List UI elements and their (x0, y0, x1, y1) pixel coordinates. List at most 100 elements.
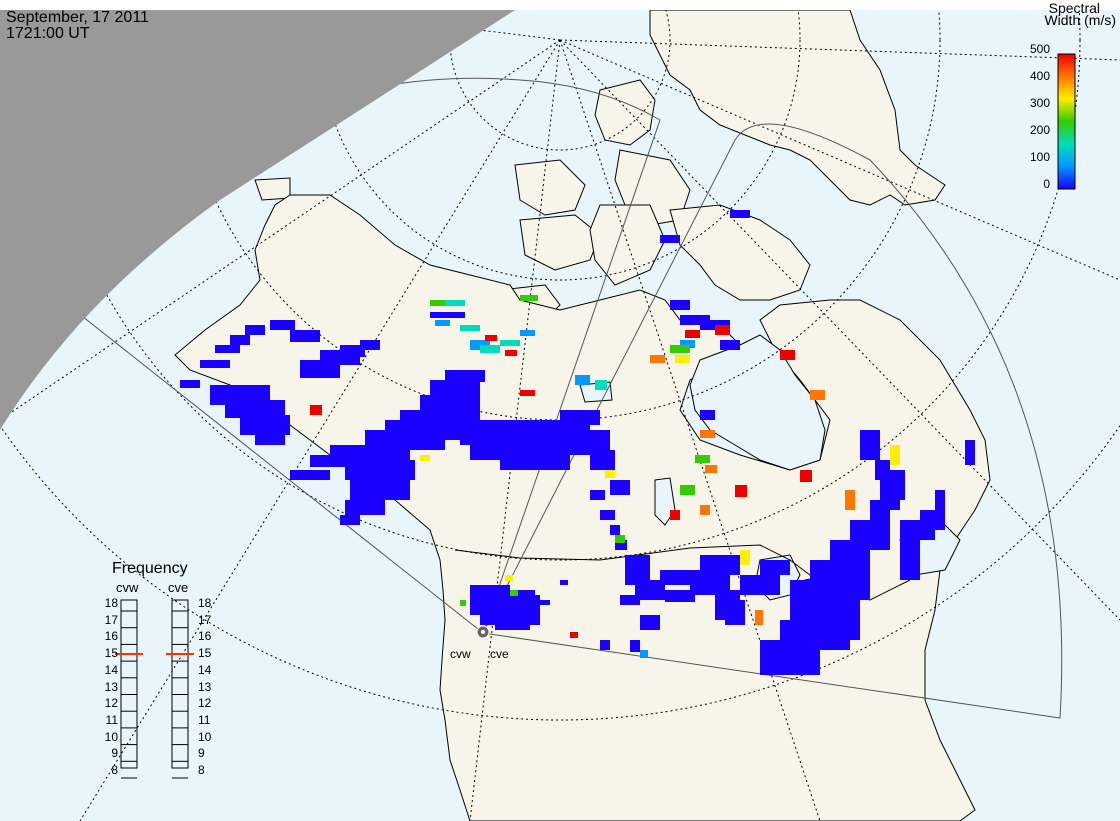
backscatter-cell (590, 490, 605, 500)
date-label: September, 17 2011 (6, 9, 149, 26)
backscatter-cell (595, 380, 607, 390)
backscatter-cell (670, 300, 690, 310)
backscatter-cell (245, 325, 265, 335)
backscatter-cell (445, 300, 465, 306)
frequency-radar-cve: cve (168, 580, 189, 595)
backscatter-cell (890, 445, 900, 465)
frequency-tick-cvw: 10 (104, 729, 118, 744)
backscatter-cell (430, 300, 450, 306)
backscatter-cell (340, 345, 365, 357)
frequency-tick-cvw: 13 (104, 679, 118, 694)
backscatter-cell (640, 615, 660, 630)
backscatter-cell (735, 485, 747, 497)
backscatter-cell (215, 345, 240, 353)
backscatter-cell (255, 430, 285, 445)
colorbar-scale (1057, 53, 1076, 190)
backscatter-cell (620, 595, 640, 605)
backscatter-cell (740, 550, 750, 565)
backscatter-cell (485, 335, 497, 341)
backscatter-cell (700, 505, 710, 515)
backscatter-cell (705, 465, 717, 473)
backscatter-cell (680, 340, 695, 348)
backscatter-cell (200, 360, 230, 368)
frequency-tick-cvw: 16 (104, 629, 118, 644)
backscatter-cell (725, 600, 745, 625)
frequency-tick-cvw: 12 (104, 696, 118, 711)
colorbar-title-line2: Width (m/s) (1044, 12, 1116, 28)
backscatter-cell (695, 455, 710, 463)
colorbar-tick: 300 (1029, 96, 1050, 110)
backscatter-cell (675, 355, 690, 363)
backscatter-cell (510, 590, 518, 596)
frequency-tick-cve: 14 (198, 662, 212, 677)
backscatter-cell (965, 440, 975, 465)
backscatter-cell (570, 632, 578, 638)
backscatter-cell (290, 330, 320, 342)
backscatter-cell (890, 470, 905, 500)
frequency-tick-cve: 9 (198, 746, 205, 761)
backscatter-cell (345, 460, 415, 480)
backscatter-cell (500, 340, 520, 346)
backscatter-cell (670, 345, 690, 353)
frequency-tick-cve: 18 (198, 596, 212, 610)
backscatter-cell (730, 210, 750, 218)
frequency-tick-cve: 8 (198, 763, 205, 777)
frequency-tick-cvw: 15 (104, 646, 118, 661)
backscatter-cell (720, 340, 740, 350)
backscatter-cell (800, 470, 812, 482)
frequency-tick-cve: 16 (198, 629, 212, 644)
frequency-radar-cvw: cvw (116, 580, 139, 595)
frequency-tick-cvw: 8 (111, 763, 118, 777)
radar-fov-cve (482, 123, 1063, 719)
frequency-tick-cvw: 14 (104, 662, 118, 677)
frequency-tick-cve: 15 (198, 646, 212, 661)
backscatter-cell (610, 525, 620, 535)
frequency-tick-cvw: 9 (111, 746, 118, 761)
backscatter-cell (225, 400, 285, 418)
backscatter-cell (590, 450, 615, 470)
backscatter-cell (480, 345, 500, 353)
landmass-baffin-island (669, 204, 811, 301)
backscatter-cell (755, 610, 763, 625)
landmass-greenland (649, 10, 946, 206)
backscatter-cell (270, 320, 295, 330)
backscatter-cell (700, 555, 740, 575)
backscatter-cell (430, 380, 480, 395)
backscatter-cell (430, 312, 465, 318)
backscatter-cell (715, 325, 730, 335)
colorbar-tick: 100 (1029, 150, 1050, 164)
radar-label-cvw: cvw (450, 647, 471, 661)
colorbar-tick: 200 (1029, 123, 1050, 137)
frequency-tick-cve: 13 (198, 679, 212, 694)
backscatter-cell (700, 410, 715, 420)
backscatter-cell (670, 510, 680, 520)
backscatter-cell (435, 320, 450, 326)
backscatter-cell (505, 575, 513, 581)
backscatter-cell (635, 580, 665, 600)
backscatter-cell (560, 580, 568, 585)
colorbar-tick: 0 (1043, 177, 1050, 191)
landmass-arctic-island (589, 204, 666, 286)
radar-label-cve: cve (490, 647, 509, 661)
backscatter-cell (845, 490, 855, 510)
backscatter-cell (920, 510, 935, 540)
backscatter-cell (685, 330, 700, 338)
backscatter-cell (230, 335, 250, 345)
backscatter-cell (630, 640, 640, 652)
backscatter-cell (700, 430, 715, 438)
backscatter-cell (870, 500, 890, 550)
backscatter-cell (540, 600, 550, 605)
backscatter-cell (180, 380, 200, 388)
backscatter-cell (680, 315, 710, 325)
backscatter-cell (460, 325, 480, 331)
backscatter-cell (850, 520, 870, 600)
backscatter-cell (445, 370, 485, 382)
frequency-tick-cve: 17 (198, 612, 212, 627)
backscatter-cell (740, 575, 780, 595)
backscatter-cell (575, 375, 590, 385)
backscatter-cell (640, 650, 648, 658)
backscatter-cell (600, 510, 615, 520)
backscatter-cell (900, 520, 920, 580)
frequency-tick-cvw: 18 (104, 596, 118, 610)
